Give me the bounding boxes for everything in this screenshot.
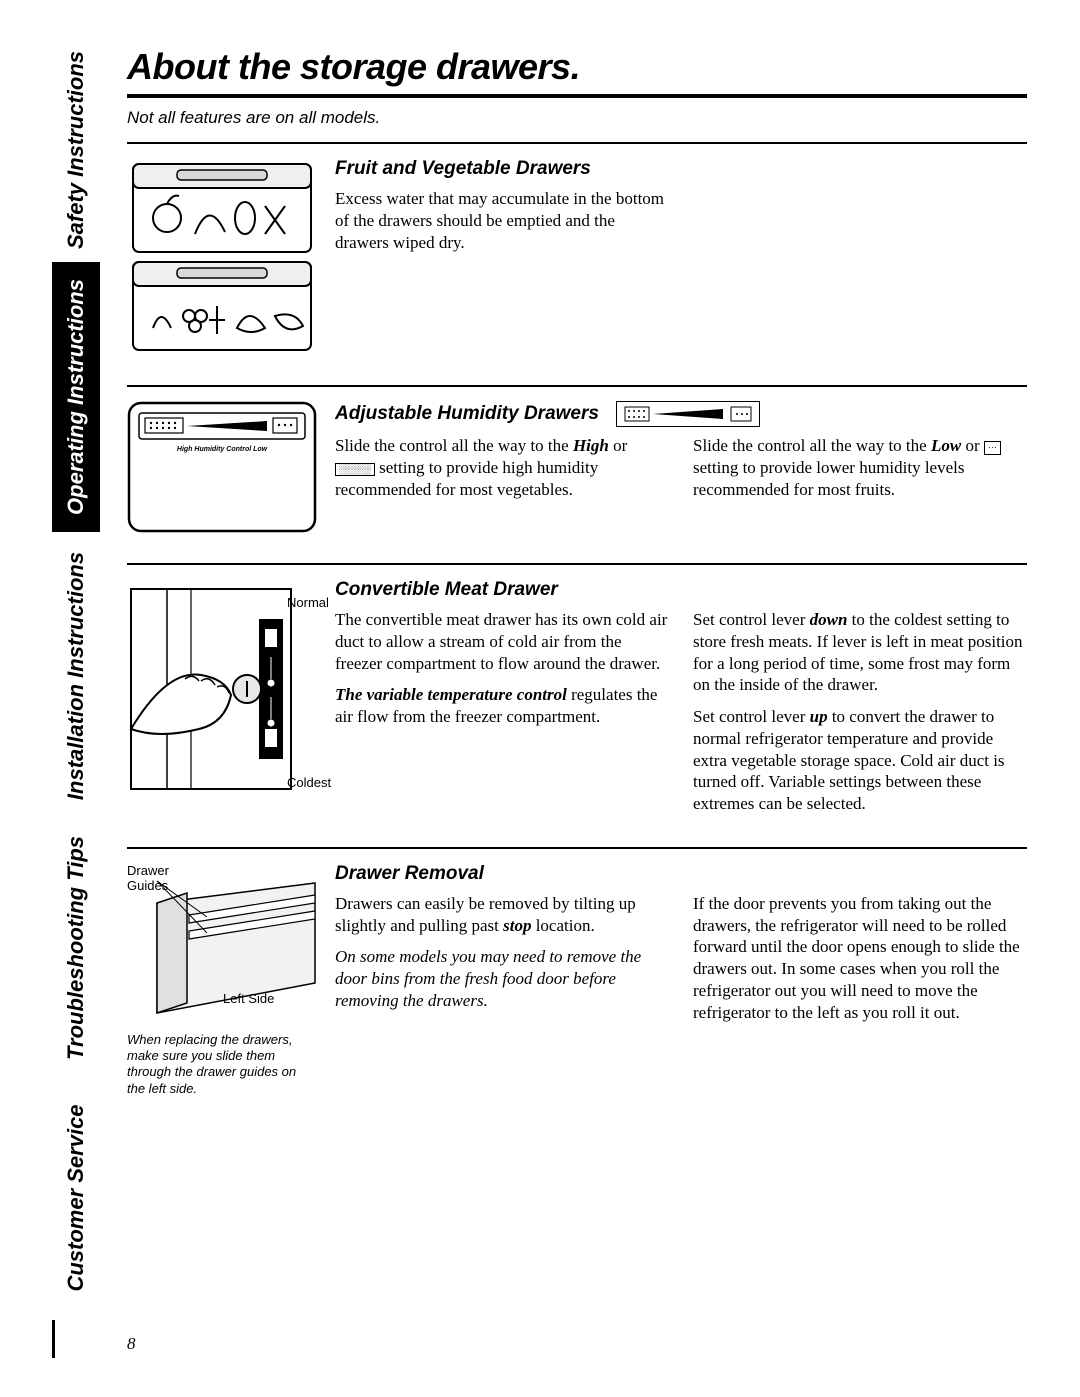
- section-title: Fruit and Vegetable Drawers: [335, 158, 1027, 180]
- sec3-r1: Set control lever down to the coldest se…: [693, 609, 1027, 696]
- subtitle-note: Not all features are on all models.: [127, 98, 1027, 144]
- page-title: About the storage drawers.: [127, 38, 1027, 98]
- sec3-l2: The variable temperature control regulat…: [335, 684, 669, 728]
- tab-installation: Installation Instructions: [52, 532, 100, 820]
- side-tabs: Safety Instructions Operating Instructio…: [52, 38, 100, 1358]
- section-title: Drawer Removal: [335, 863, 1027, 885]
- label-normal: Normal: [287, 595, 329, 610]
- illustration-humidity-panel: High Humidity Control Low: [127, 401, 317, 541]
- tab-safety: Safety Instructions: [52, 38, 100, 262]
- humidity-low-icon: ···: [984, 441, 1001, 455]
- section-title: Convertible Meat Drawer: [335, 579, 1027, 601]
- humidity-high-icon: ░░░░░: [335, 463, 375, 477]
- page-number: 8: [127, 1334, 136, 1354]
- tab-operating: Operating Instructions: [52, 262, 100, 532]
- label-left-side: Left Side: [223, 991, 274, 1006]
- section-meat-drawer: Normal Coldest Convertible Meat Drawer T…: [127, 565, 1027, 849]
- content-area: About the storage drawers. Not all featu…: [127, 38, 1027, 1119]
- sec4-r1: If the door prevents you from taking out…: [693, 893, 1027, 1024]
- section-title: Adjustable Humidity Drawers: [335, 401, 1027, 427]
- sec3-r2: Set control lever up to convert the draw…: [693, 706, 1027, 815]
- sec4-l1: Drawers can easily be removed by tilting…: [335, 893, 669, 937]
- sec4-l2: On some models you may need to remove th…: [335, 946, 669, 1011]
- page-frame: Safety Instructions Operating Instructio…: [52, 38, 1042, 1358]
- humidity-slider-icon: [616, 401, 760, 427]
- section-humidity: High Humidity Control Low Adjustable Hum…: [127, 387, 1027, 565]
- section-fruit-veg: Fruit and Vegetable Drawers Excess water…: [127, 144, 1027, 387]
- humidity-panel-label: High Humidity Control Low: [177, 446, 268, 453]
- illustration-meat-control: Normal Coldest: [127, 579, 317, 825]
- sec1-text: Excess water that may accumulate in the …: [335, 188, 669, 253]
- tab-troubleshooting: Troubleshooting Tips: [52, 820, 100, 1076]
- illustration-drawers: [127, 158, 317, 363]
- sec2-left-text: Slide the control all the way to the Hig…: [335, 435, 669, 500]
- label-drawer-guides: Drawer Guides: [127, 863, 169, 893]
- sec2-right-text: Slide the control all the way to the Low…: [693, 435, 1027, 500]
- section-drawer-removal: Drawer Guides Left Side When replacing t…: [127, 849, 1027, 1119]
- sec3-l1: The convertible meat drawer has its own …: [335, 609, 669, 674]
- tab-customer-service: Customer Service: [52, 1076, 100, 1320]
- label-coldest: Coldest: [287, 775, 331, 790]
- illustration-caption: When replacing the drawers, make sure yo…: [127, 1032, 317, 1097]
- illustration-drawer-removal: Drawer Guides Left Side When replacing t…: [127, 863, 317, 1097]
